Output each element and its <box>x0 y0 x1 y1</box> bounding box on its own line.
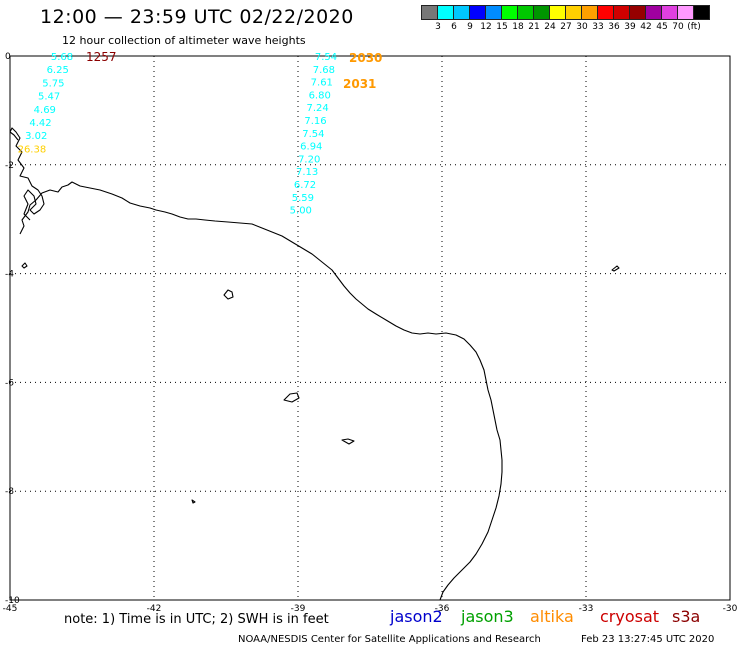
lon-tick-label: -45 <box>3 604 18 614</box>
island-east <box>611 265 620 272</box>
lon-tick-label: -39 <box>291 604 306 614</box>
color-legend-bar <box>421 5 710 20</box>
west-track-wave-height: 26.38 <box>18 144 47 155</box>
island-small-2 <box>341 438 355 445</box>
lon-tick-label: -30 <box>723 604 738 614</box>
east-track-time: 2030 <box>349 51 382 65</box>
east-track-wave-height: 5.00 <box>290 206 312 217</box>
lat-tick-label: -8 <box>5 487 14 497</box>
east-track-wave-height: 7.61 <box>311 78 333 89</box>
color-legend-label: 27 <box>560 22 572 32</box>
east-track-wave-height: 7.20 <box>298 154 320 165</box>
river-delta <box>9 127 45 221</box>
satellite-label-jason3: jason3 <box>461 607 514 626</box>
page-title: 12:00 — 23:59 UTC 02/22/2020 <box>40 6 354 28</box>
island-small-1 <box>283 392 300 403</box>
west-track-wave-height: 4.69 <box>34 105 56 116</box>
west-track-wave-height: 5.75 <box>42 78 64 89</box>
brazil-coastline <box>19 181 503 601</box>
color-legend-label: 24 <box>544 22 556 32</box>
east-track-wave-height: 6.94 <box>300 142 322 153</box>
west-track-time: 1257 <box>86 50 117 64</box>
map-frame <box>9 55 731 601</box>
color-legend-labels: 3 6 9 12 15 18 21 24 27 30 33 36 39 42 45 70 (ft) <box>421 22 740 34</box>
color-legend-label: 21 <box>528 22 540 32</box>
east-track-wave-height: 7.68 <box>313 65 335 76</box>
west-track-wave-height: 6.25 <box>47 65 69 76</box>
east-track-wave-height: 7.54 <box>302 129 324 140</box>
lat-tick-label: -10 <box>5 596 20 606</box>
lat-tick-label: -6 <box>5 378 14 388</box>
map-grid <box>10 56 730 600</box>
lat-tick-label: -2 <box>5 161 14 171</box>
color-legend-label: 39 <box>624 22 636 32</box>
satellite-label-cryosat: cryosat <box>600 607 660 626</box>
satellite-label-jason2: jason2 <box>390 607 443 626</box>
west-track-wave-height: 3.02 <box>25 131 47 142</box>
east-track-wave-height: 7.54 <box>315 52 337 63</box>
satellite-label-altika: altika <box>530 607 574 626</box>
color-legend-label: 9 <box>467 22 473 32</box>
altimeter-tracks: 5.68 6.25 5.75 5.47 4.69 4.42 3.02 26.38 7.54 7.6… <box>18 50 383 217</box>
color-legend-label: 42 <box>640 22 652 32</box>
timestamp: Feb 23 13:27:45 UTC 2020 <box>581 634 715 645</box>
color-legend-label: (ft) <box>687 22 701 32</box>
island-west <box>21 262 28 269</box>
lon-tick-label: -33 <box>579 604 594 614</box>
color-legend-label: 3 <box>435 22 441 32</box>
east-track-time: 2031 <box>343 77 376 91</box>
color-legend-label: 18 <box>512 22 524 32</box>
lat-tick-label: 0 <box>5 52 11 62</box>
color-legend-label: 30 <box>576 22 588 32</box>
west-track-wave-height: 5.68 <box>51 52 73 63</box>
page-subtitle: 12 hour collection of altimeter wave hei… <box>62 34 306 47</box>
island-center <box>223 289 234 300</box>
color-legend-label: 12 <box>480 22 492 32</box>
footer-note: note: 1) Time is in UTC; 2) SWH is in fe… <box>64 612 329 627</box>
lat-tick-label: -4 <box>5 270 14 280</box>
east-track-wave-height: 7.16 <box>304 116 326 127</box>
island-small-3 <box>191 499 196 504</box>
satellite-label-s3a: s3a <box>672 607 701 626</box>
color-legend-label: 36 <box>608 22 620 32</box>
east-track-wave-height: 6.80 <box>309 90 331 101</box>
color-legend-label: 70 <box>672 22 684 32</box>
axis-ticks: -45 -42 -39 -36 -33 -30 0 -2 -4 -6 -8 -10 <box>3 52 738 614</box>
color-legend-label: 45 <box>656 22 668 32</box>
west-track-wave-height: 4.42 <box>29 118 51 129</box>
credit-line: NOAA/NESDIS Center for Satellite Applica… <box>238 634 714 645</box>
east-track-wave-height: 5.59 <box>292 193 314 204</box>
east-track-wave-height: 7.13 <box>296 167 318 178</box>
coastline <box>9 127 620 601</box>
credit-text: NOAA/NESDIS Center for Satellite Applica… <box>238 634 541 645</box>
color-legend-label: 33 <box>592 22 604 32</box>
east-track-wave-height: 7.24 <box>306 103 328 114</box>
color-swatch <box>693 5 710 20</box>
east-track-wave-height: 6.72 <box>294 180 316 191</box>
west-track-wave-height: 5.47 <box>38 92 60 103</box>
color-legend-label: 15 <box>496 22 508 32</box>
lon-tick-label: -36 <box>435 604 450 614</box>
color-legend-label: 6 <box>451 22 457 32</box>
lon-tick-label: -42 <box>147 604 162 614</box>
